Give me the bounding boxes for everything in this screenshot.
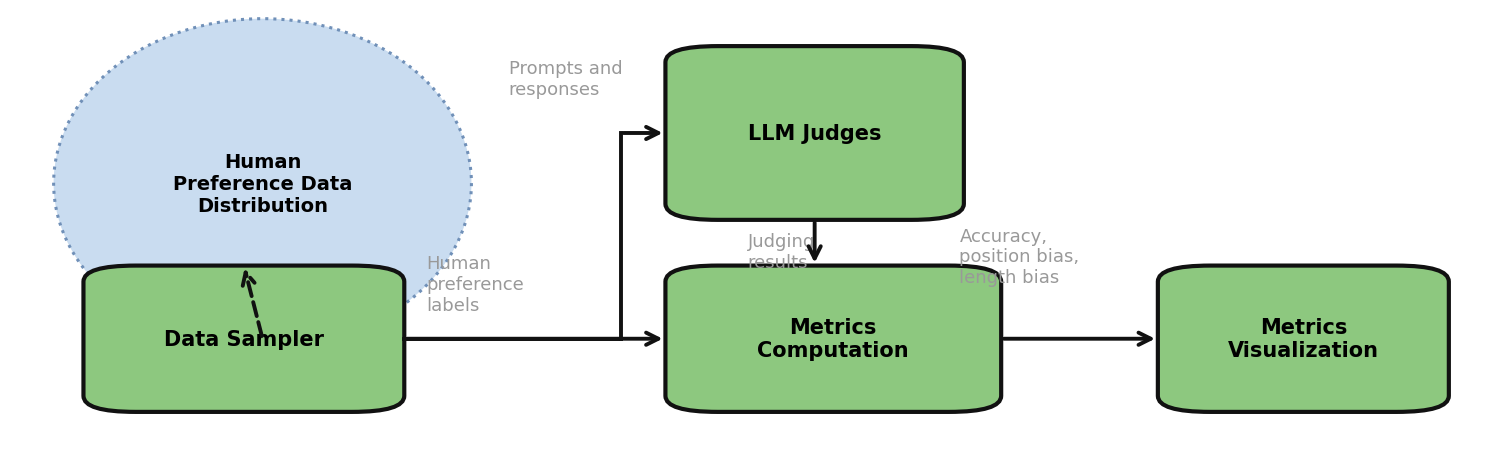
Text: Human
Preference Data
Distribution: Human Preference Data Distribution <box>173 152 353 215</box>
Text: Judging
results: Judging results <box>748 233 815 272</box>
Text: Prompts and
responses: Prompts and responses <box>508 60 622 98</box>
FancyBboxPatch shape <box>1157 266 1449 412</box>
FancyBboxPatch shape <box>84 266 404 412</box>
Text: Data Sampler: Data Sampler <box>164 329 324 349</box>
FancyBboxPatch shape <box>665 47 964 220</box>
Ellipse shape <box>54 20 471 348</box>
Text: Accuracy,
position bias,
length bias: Accuracy, position bias, length bias <box>960 227 1079 286</box>
Text: Metrics
Computation: Metrics Computation <box>758 318 909 361</box>
Text: LLM Judges: LLM Judges <box>748 124 882 144</box>
Text: Metrics
Visualization: Metrics Visualization <box>1227 318 1378 361</box>
FancyBboxPatch shape <box>665 266 1002 412</box>
Text: Human
preference
labels: Human preference labels <box>426 254 525 314</box>
